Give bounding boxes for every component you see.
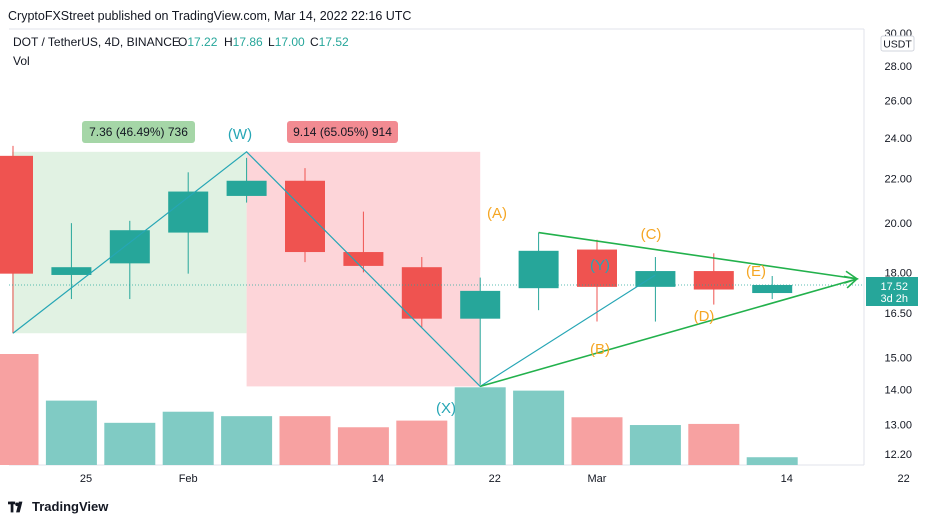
price-tick-label: 20.00: [884, 218, 912, 230]
last-price-value: 17.52: [880, 281, 908, 293]
wave-label-d: (D): [694, 308, 715, 325]
legend-symbol: DOT / TetherUS, 4D, BINANCE: [13, 35, 180, 49]
range-up-label: 7.36 (46.49%) 736: [89, 125, 188, 139]
time-tick-label: 14: [781, 473, 793, 485]
bar-countdown: 3d 2h: [880, 293, 908, 305]
wave-label-c: (C): [641, 226, 662, 243]
volume-bar: [688, 423, 740, 465]
time-tick-label: Feb: [179, 473, 198, 485]
price-tick-label: 14.00: [884, 385, 912, 397]
wave-label-b: (B): [590, 341, 610, 358]
volume-bar: [279, 416, 331, 465]
volume-bar: [629, 425, 681, 465]
volume-layer: [0, 354, 798, 465]
triangle-lower-trendline: [479, 278, 858, 388]
volume-bar: [571, 417, 623, 465]
time-tick-label: 14: [372, 473, 384, 485]
label-layer: (W) (X) (Y) (A) (B) (C) (D) (E): [228, 126, 766, 417]
candle-body: [285, 180, 325, 253]
wave-label-y: (Y): [590, 257, 610, 274]
time-axis: 25 Feb 14 22 Mar 14 22: [80, 473, 910, 485]
legend-open: O17.22: [178, 35, 218, 49]
candle-layer: [0, 145, 864, 385]
wave-label-w: (W): [228, 126, 252, 143]
volume-bar: [221, 416, 273, 465]
range-down-label: 9.14 (65.05%) 914: [293, 125, 392, 139]
candle-body: [0, 155, 33, 274]
price-tick-label: 24.00: [884, 133, 912, 145]
candle-body: [460, 290, 501, 319]
price-tick-label: 18.00: [884, 267, 912, 279]
legend-low: L17.00: [268, 35, 305, 49]
time-tick-label: 22: [897, 473, 909, 485]
legend-high: H17.86: [224, 35, 263, 49]
footer-brand: TradingView: [32, 499, 109, 514]
footer-logo[interactable]: TradingView: [8, 499, 108, 514]
currency-badge[interactable]: [880, 35, 915, 52]
volume-bar: [162, 411, 214, 465]
last-price-badge: [866, 277, 918, 306]
volume-bar: [513, 390, 565, 465]
price-tick-label: 13.00: [884, 419, 912, 431]
price-tick-label: 26.00: [884, 96, 912, 108]
volume-bar: [454, 387, 506, 465]
range-down-label-box: [287, 121, 398, 143]
price-tick-label: 15.00: [884, 353, 912, 365]
price-tick-label: 16.50: [884, 308, 912, 320]
price-tick-label: 22.00: [884, 174, 912, 186]
range-up-label-box: [82, 121, 195, 143]
candle-body: [577, 249, 617, 287]
wave-label-x: (X): [436, 400, 456, 417]
candle-body: [635, 271, 676, 287]
price-tick-label: 28.00: [884, 61, 912, 73]
candle-body: [51, 267, 92, 275]
lower-trendline-arrowhead: [843, 275, 859, 289]
candle-body: [401, 267, 442, 319]
price-axis: 12.20 13.00 14.00 15.00 16.50 18.00 20.00 22.00…: [884, 28, 912, 461]
triangle-upper-trendline: [538, 231, 858, 280]
volume-bar: [45, 400, 97, 465]
tradingview-logo-icon: [8, 501, 23, 512]
price-tick-label: 12.20: [884, 449, 912, 461]
wave-layer: [12, 151, 859, 388]
volume-bar: [396, 420, 448, 465]
time-tick-label: 25: [80, 473, 92, 485]
volume-bar: [746, 457, 798, 465]
candle-body: [693, 271, 734, 290]
volume-bar: [0, 354, 39, 465]
legend: DOT / TetherUS, 4D, BINANCE O17.22 H17.8…: [13, 35, 349, 68]
publisher-line: CryptoFXStreet published on TradingView.…: [8, 9, 412, 23]
candle-body: [752, 284, 793, 294]
volume-bar: [104, 422, 156, 465]
time-tick-label: 22: [489, 473, 501, 485]
candle-body: [343, 252, 384, 266]
time-tick-label: Mar: [588, 473, 607, 485]
wave-label-e: (E): [746, 263, 766, 280]
legend-close: C17.52: [310, 35, 349, 49]
legend-volume: Vol: [13, 54, 30, 68]
volume-bar: [337, 427, 389, 465]
candle-body: [109, 230, 150, 264]
candle-body: [168, 191, 209, 233]
currency-label: USDT: [883, 39, 912, 51]
wave-label-a: (A): [487, 205, 507, 222]
candle-body: [518, 250, 559, 289]
wxy-wave-line: [12, 151, 656, 388]
candle-body: [226, 180, 267, 196]
